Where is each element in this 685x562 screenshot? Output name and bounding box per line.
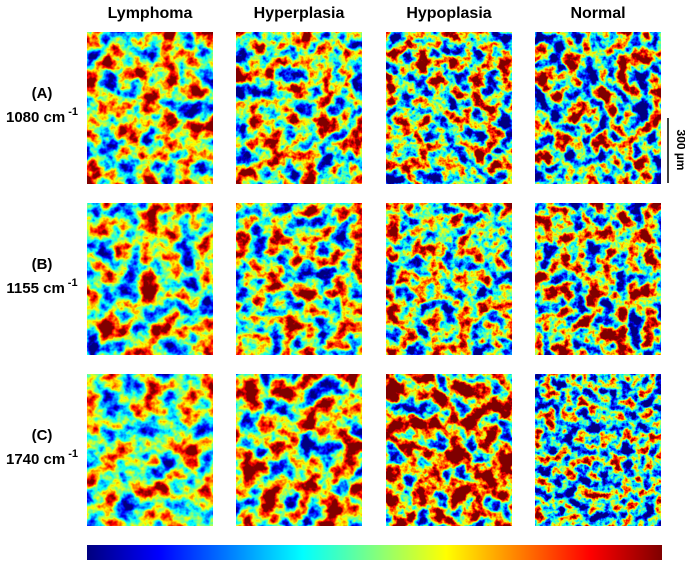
unit-exponent: -1 <box>68 448 78 460</box>
map-panel <box>386 374 512 526</box>
row-label: (A) <box>32 85 53 102</box>
unit-exponent: -1 <box>68 277 78 289</box>
panel-grid <box>87 32 661 526</box>
wavenumber: 1080 cm <box>6 109 65 126</box>
map-panel <box>87 374 213 526</box>
wavenumber: 1155 cm <box>6 280 64 297</box>
column-header: Lymphoma <box>108 5 193 22</box>
map-panel <box>236 203 362 355</box>
column-header: Hypoplasia <box>406 5 491 22</box>
map-panel <box>236 374 362 526</box>
row-wavenumber: 1155 cm -1 <box>6 277 77 297</box>
row-wavenumber: 1080 cm -1 <box>6 106 78 126</box>
map-panel <box>386 32 512 184</box>
row-wavenumber: 1740 cm -1 <box>6 448 78 468</box>
wavenumber: 1740 cm <box>6 451 65 468</box>
row-label: (B) <box>32 256 53 273</box>
column-header: Hyperplasia <box>254 5 345 22</box>
map-panel <box>535 203 661 355</box>
colorbar <box>87 545 662 560</box>
map-panel <box>236 32 362 184</box>
map-panel <box>87 32 213 184</box>
row-label: (C) <box>32 427 53 444</box>
unit-exponent: -1 <box>68 106 78 118</box>
column-header: Normal <box>570 5 625 22</box>
scale-bar-label: 300 µm <box>674 130 685 171</box>
map-panel <box>535 374 661 526</box>
map-panel <box>87 203 213 355</box>
map-panel <box>535 32 661 184</box>
map-panel <box>386 203 512 355</box>
